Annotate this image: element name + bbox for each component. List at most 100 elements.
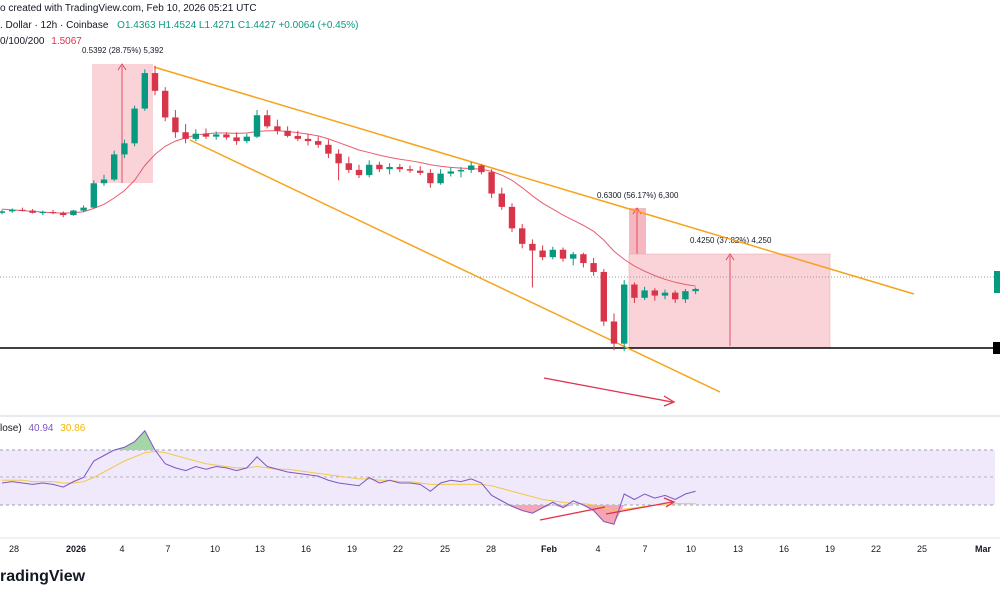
time-axis-tick: 4 [595,544,600,554]
candle-body[interactable] [274,126,281,131]
candle-body[interactable] [325,144,332,154]
ma-layer [1,130,696,287]
candle-body[interactable] [417,170,424,173]
candle-body[interactable] [539,250,546,258]
low-value: L1.4271 [198,20,236,31]
candle-body[interactable] [621,284,628,344]
candle-body[interactable] [641,290,648,298]
time-axis-tick: Feb [541,544,558,554]
change-value: +0.0064 (+0.45%) [278,20,359,31]
candle-body[interactable] [508,206,516,229]
candle-body[interactable] [570,254,577,259]
rsi-label: lose) [0,423,22,434]
candle-body[interactable] [631,284,638,298]
red-arrow-price-head [663,395,676,407]
candle-body[interactable] [335,153,342,164]
candle-body[interactable] [151,73,159,91]
candle-body[interactable] [294,135,301,139]
candle-body[interactable] [447,171,454,174]
candle-body[interactable] [253,115,261,137]
time-axis-tick: Mar [975,544,992,554]
measure-arrow-3-head [725,253,735,261]
moving-average-line[interactable] [1,130,696,287]
candle-body[interactable] [682,291,689,300]
candle-body[interactable] [580,254,587,264]
candle-body[interactable] [427,172,434,184]
lower-trendline[interactable] [189,139,721,393]
rsi-overbought-fill [114,430,155,450]
candle-body[interactable] [233,137,240,142]
candle-body[interactable] [692,288,699,292]
time-axis-tick: 7 [165,544,170,554]
candle-body[interactable] [223,134,230,138]
candle-body[interactable] [590,263,597,272]
rsi-line[interactable] [1,429,696,525]
candle-body[interactable] [141,73,148,109]
candle-body[interactable] [121,143,128,155]
time-axis-tick: 16 [301,544,311,554]
tradingview-logo[interactable]: radingView [0,568,86,585]
candle-body[interactable] [315,141,322,145]
candle-body[interactable] [529,243,536,251]
candle-body[interactable] [264,115,271,127]
candle-body[interactable] [172,117,179,133]
candle-body[interactable] [49,212,57,214]
candle-body[interactable] [386,166,393,170]
candle-body[interactable] [519,228,526,244]
candle-body[interactable] [549,249,556,258]
candle-body[interactable] [60,212,67,216]
candle-body[interactable] [9,209,16,212]
candle-body[interactable] [366,164,373,176]
candle-body[interactable] [661,292,669,296]
candle-body[interactable] [284,130,291,136]
time-axis-tick: 19 [825,544,835,554]
measure-label-3: 0.4250 (37.82%) 4,250 [690,236,772,245]
candle-body[interactable] [488,172,495,194]
measure-arrow-1-head [117,63,127,71]
candle-body[interactable] [80,207,87,211]
candle-body[interactable] [0,211,6,213]
ma-legend[interactable]: 0/100/200 1.5067 [0,36,82,47]
candle-body[interactable] [651,290,658,296]
candle-body[interactable] [498,193,505,207]
candle-body[interactable] [90,183,97,208]
candle-body[interactable] [304,138,312,142]
candle-body[interactable] [600,271,607,322]
red-arrow-price [543,377,673,403]
candle-body[interactable] [437,173,444,184]
close-value: C1.4427 [237,20,276,31]
support-line-handle[interactable] [993,342,1000,354]
candle-body[interactable] [213,134,220,137]
candle-body[interactable] [131,108,138,144]
candle-body[interactable] [345,163,352,170]
last-price-marker [994,271,1000,293]
time-axis-tick: 7 [642,544,647,554]
candle-body[interactable] [406,169,414,171]
rsi-ma-value: 30.86 [60,423,86,434]
candle-body[interactable] [672,292,679,300]
candle-body[interactable] [111,154,118,180]
candle-body[interactable] [100,179,108,184]
candle-body[interactable] [29,210,36,213]
candle-body[interactable] [468,165,475,170]
candle-body[interactable] [396,166,403,170]
candle-body[interactable] [70,210,77,216]
candle-body[interactable] [355,169,363,176]
candle-body[interactable] [162,90,169,118]
time-axis[interactable]: 28 2026 4 7 10 13 16 19 22 25 28 Feb 4 7 10 13 16 19 22 25 M… [9,544,992,554]
candle-body[interactable] [39,212,46,214]
upper-trendline[interactable] [153,66,915,295]
candle-body[interactable] [478,165,485,173]
candle-body[interactable] [457,169,465,172]
candle-body[interactable] [182,132,189,139]
candle-body[interactable] [610,321,618,344]
candle-body[interactable] [559,249,567,259]
measure-box-3[interactable] [628,253,831,349]
rsi-legend[interactable]: lose) 40.94 30.86 [0,423,85,434]
candle-body[interactable] [243,136,250,142]
candle-body[interactable] [192,133,199,139]
candle-body[interactable] [19,209,26,211]
candle-body[interactable] [202,133,210,137]
candle-body[interactable] [376,164,383,170]
